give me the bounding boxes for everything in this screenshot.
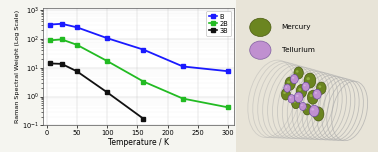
Ellipse shape	[289, 73, 299, 85]
Ellipse shape	[301, 82, 310, 92]
Ellipse shape	[250, 18, 271, 36]
Ellipse shape	[293, 100, 296, 103]
Ellipse shape	[301, 104, 303, 106]
Ellipse shape	[297, 86, 305, 97]
Ellipse shape	[287, 81, 290, 83]
Ellipse shape	[296, 95, 299, 97]
Ellipse shape	[312, 109, 314, 111]
FancyBboxPatch shape	[236, 0, 378, 152]
Text: Tellurium: Tellurium	[282, 47, 314, 53]
Ellipse shape	[314, 108, 323, 120]
Ellipse shape	[299, 102, 307, 111]
Ellipse shape	[308, 92, 317, 103]
Ellipse shape	[291, 76, 294, 79]
Ellipse shape	[287, 93, 297, 105]
Text: Mercury: Mercury	[282, 24, 311, 30]
Ellipse shape	[316, 111, 318, 114]
Ellipse shape	[318, 85, 321, 88]
Ellipse shape	[313, 89, 322, 100]
Ellipse shape	[299, 89, 301, 91]
Y-axis label: Raman Spectral Weight (Log Scale): Raman Spectral Weight (Log Scale)	[15, 10, 20, 123]
Ellipse shape	[282, 82, 292, 94]
Ellipse shape	[304, 106, 307, 109]
Ellipse shape	[288, 96, 291, 98]
Ellipse shape	[294, 91, 304, 103]
Ellipse shape	[301, 102, 313, 117]
Ellipse shape	[303, 84, 306, 86]
Ellipse shape	[284, 85, 287, 88]
Ellipse shape	[314, 92, 317, 94]
Ellipse shape	[310, 95, 313, 97]
Ellipse shape	[286, 78, 294, 89]
Ellipse shape	[284, 92, 286, 94]
Ellipse shape	[306, 75, 314, 86]
Legend: B, 2B, 3B: B, 2B, 3B	[206, 11, 231, 36]
Ellipse shape	[308, 78, 310, 80]
Ellipse shape	[282, 89, 290, 99]
Ellipse shape	[290, 96, 301, 110]
Ellipse shape	[250, 41, 271, 59]
Ellipse shape	[296, 70, 299, 73]
Ellipse shape	[310, 106, 318, 116]
Ellipse shape	[293, 66, 304, 80]
X-axis label: Temperature / K: Temperature / K	[108, 138, 169, 147]
Ellipse shape	[316, 82, 326, 95]
